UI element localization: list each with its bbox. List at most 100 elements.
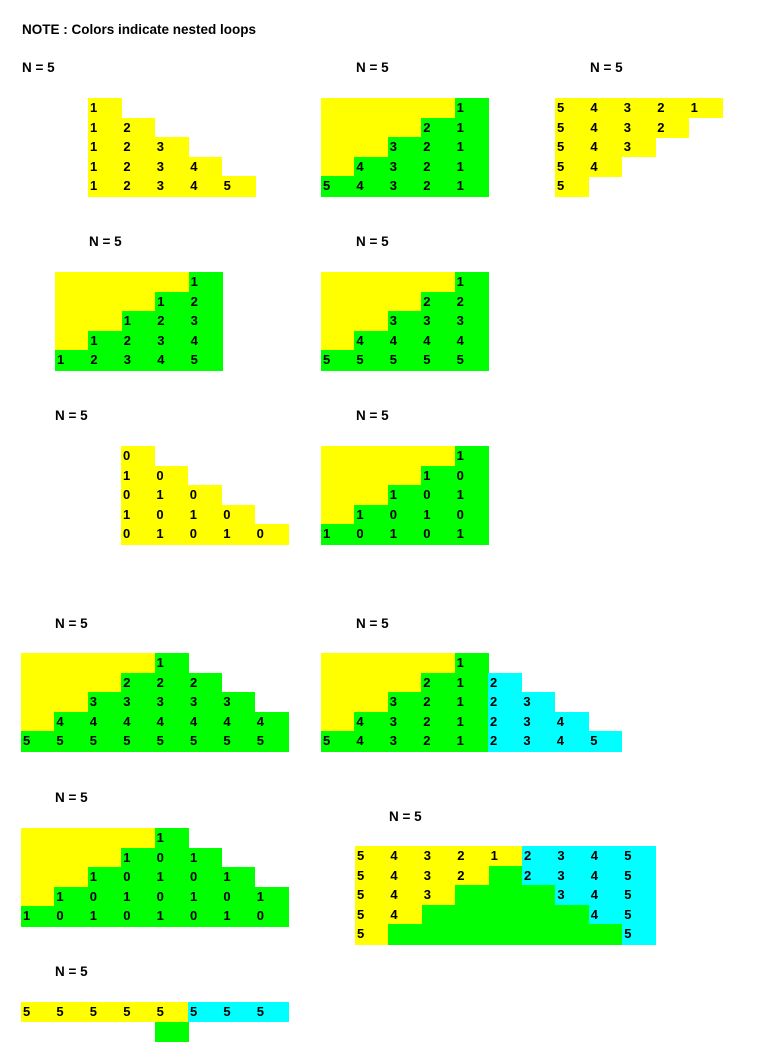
grid-cell: 5 — [21, 1002, 55, 1023]
grid-cell: 0 — [421, 524, 456, 545]
grid-cell: 4 — [388, 904, 423, 925]
grid-cell: 3 — [154, 156, 189, 177]
grid-cell: 5 — [154, 1002, 189, 1023]
grid-cell: 5 — [188, 1002, 222, 1023]
grid-cell: 5 — [555, 156, 589, 177]
grid-cell: 4 — [221, 711, 256, 732]
grid-cell — [54, 828, 89, 849]
grid-cell — [88, 272, 123, 293]
grid-cell: 0 — [187, 524, 222, 545]
grid-cell: 2 — [155, 311, 190, 332]
grid-cell — [354, 311, 389, 332]
grid-cell: 1 — [187, 504, 222, 525]
grid-cell — [387, 672, 422, 693]
grid-cell — [154, 1021, 189, 1042]
grid-cell: 2 — [454, 291, 489, 312]
grid-cell: 3 — [188, 692, 222, 713]
grid-cell: 5 — [221, 731, 256, 752]
grid-cell: 3 — [421, 311, 456, 332]
grid-cell — [387, 446, 422, 467]
grid-cell: 3 — [154, 176, 189, 197]
grid-cell: 4 — [87, 711, 122, 732]
grid-cell: 1 — [188, 847, 222, 868]
grid-cell: 1 — [454, 731, 489, 752]
grid-cell: 5 — [355, 846, 389, 867]
grid-cell — [421, 924, 456, 945]
grid-cell: 2 — [121, 330, 156, 351]
grid-cell — [387, 98, 422, 119]
grid-cell — [588, 924, 623, 945]
grid-cell: 1 — [454, 446, 489, 467]
grid-cell — [54, 692, 89, 713]
grid-cell: 4 — [354, 731, 389, 752]
grid-cell: 3 — [121, 350, 156, 371]
pattern-label: N = 5 — [356, 408, 389, 423]
grid-cell: 3 — [387, 731, 422, 752]
grid-cell: 5 — [355, 885, 389, 906]
grid-cell — [321, 692, 355, 713]
grid-cell: 0 — [254, 906, 289, 927]
note-heading: NOTE : Colors indicate nested loops — [22, 22, 257, 37]
grid-cell: 5 — [454, 350, 489, 371]
grid-cell: 1 — [488, 846, 523, 867]
grid-cell — [421, 904, 456, 925]
grid-cell — [55, 311, 89, 332]
grid-cell — [55, 291, 89, 312]
grid-cell: 5 — [321, 350, 355, 371]
grid-cell: 4 — [188, 711, 222, 732]
grid-cell — [321, 446, 355, 467]
grid-cell: 1 — [154, 906, 189, 927]
grid-cell — [488, 924, 523, 945]
grid-cell: 3 — [421, 885, 456, 906]
grid-cell: 1 — [454, 692, 489, 713]
grid-cell — [421, 98, 456, 119]
grid-cell — [87, 828, 122, 849]
grid-cell: 1 — [454, 156, 489, 177]
grid-cell: 1 — [421, 465, 456, 486]
grid-cell: 5 — [21, 731, 55, 752]
grid-cell: 3 — [421, 846, 456, 867]
grid-cell: 3 — [555, 885, 590, 906]
grid-cell: 3 — [387, 692, 422, 713]
grid-cell: 1 — [221, 867, 256, 888]
grid-cell: 1 — [454, 653, 489, 674]
grid-cell: 2 — [421, 672, 456, 693]
grid-cell: 2 — [655, 117, 690, 138]
pattern-label: N = 5 — [356, 616, 389, 631]
grid-cell: 4 — [354, 711, 389, 732]
grid-cell: 0 — [221, 886, 256, 907]
grid-cell — [388, 924, 423, 945]
grid-cell: 3 — [521, 711, 556, 732]
grid-cell — [321, 504, 355, 525]
grid-cell — [21, 847, 55, 868]
grid-cell: 1 — [387, 485, 422, 506]
grid-cell — [354, 98, 389, 119]
grid-cell: 5 — [622, 846, 657, 867]
grid-cell: 1 — [154, 524, 189, 545]
pattern-label: N = 5 — [55, 616, 88, 631]
grid-cell: 1 — [221, 906, 256, 927]
grid-cell — [121, 828, 156, 849]
grid-cell — [155, 272, 190, 293]
grid-cell — [321, 291, 355, 312]
grid-cell: 1 — [454, 485, 489, 506]
grid-cell: 4 — [354, 156, 389, 177]
grid-cell: 0 — [354, 524, 389, 545]
grid-cell — [87, 672, 122, 693]
grid-cell — [54, 867, 89, 888]
grid-cell — [21, 711, 55, 732]
grid-cell — [21, 867, 55, 888]
grid-cell — [387, 653, 422, 674]
grid-cell: 0 — [454, 504, 489, 525]
grid-cell: 1 — [88, 137, 122, 158]
grid-cell — [421, 446, 456, 467]
grid-cell: 3 — [621, 137, 656, 158]
grid-cell: 2 — [154, 672, 189, 693]
grid-cell — [321, 672, 355, 693]
grid-cell: 4 — [588, 904, 623, 925]
grid-cell: 4 — [588, 885, 623, 906]
grid-cell: 5 — [622, 885, 657, 906]
grid-cell: 4 — [188, 156, 223, 177]
grid-cell: 1 — [387, 524, 422, 545]
grid-cell — [354, 291, 389, 312]
